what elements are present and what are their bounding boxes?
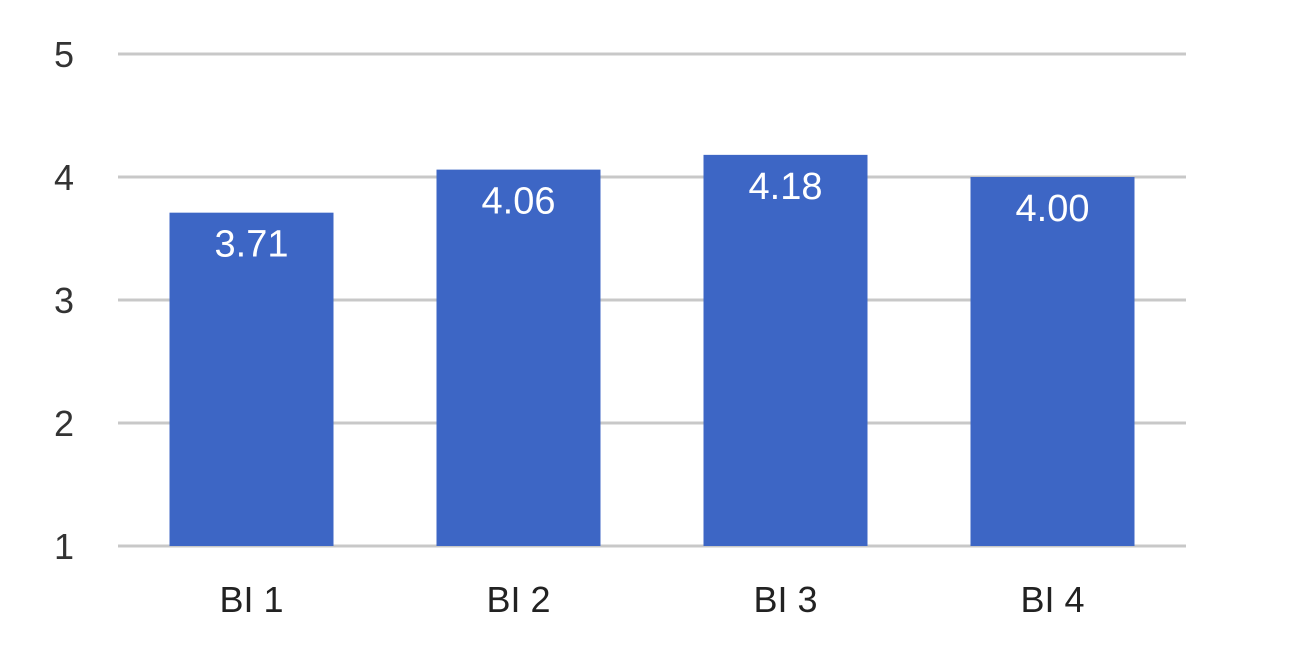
- y-tick-label: 3: [54, 280, 74, 321]
- bar-4: [970, 177, 1135, 546]
- x-tick-label: BI 3: [753, 579, 817, 620]
- data-label: 4.06: [482, 181, 556, 223]
- y-axis-ticks: 1 2 3 4 5: [54, 34, 74, 567]
- bar-2: [436, 169, 601, 546]
- data-labels: 3.71 4.06 4.18 4.00: [215, 166, 1090, 266]
- bars: [169, 154, 1135, 547]
- bar-1: [169, 212, 334, 547]
- x-tick-label: BI 2: [486, 579, 550, 620]
- y-tick-label: 2: [54, 403, 74, 444]
- data-label: 3.71: [215, 224, 289, 266]
- data-label: 4.00: [1016, 188, 1090, 230]
- y-tick-label: 1: [54, 526, 74, 567]
- y-tick-label: 5: [54, 34, 74, 75]
- y-tick-label: 4: [54, 157, 74, 198]
- data-label: 4.18: [749, 166, 823, 208]
- x-tick-label: BI 1: [219, 579, 283, 620]
- bar-3: [703, 154, 868, 547]
- x-axis-ticks: BI 1 BI 2 BI 3 BI 4: [219, 579, 1084, 620]
- x-tick-label: BI 4: [1020, 579, 1084, 620]
